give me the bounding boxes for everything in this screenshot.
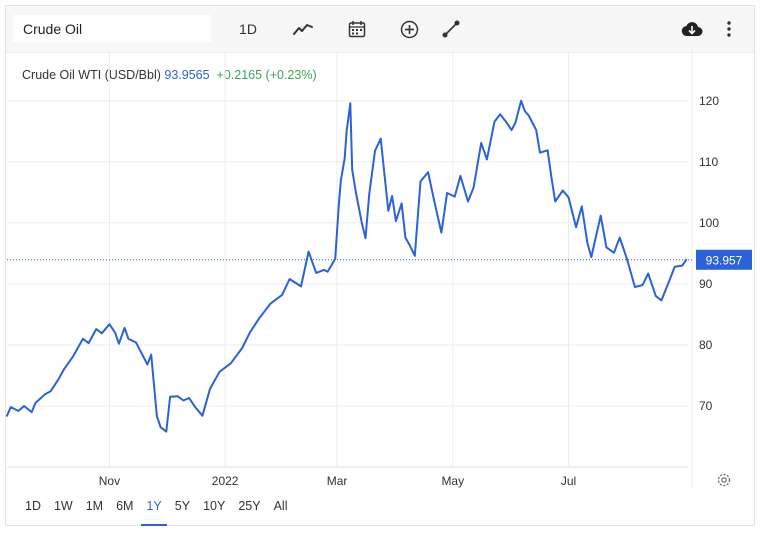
- symbol-search-input[interactable]: [13, 15, 211, 42]
- range-button-6m[interactable]: 6M: [116, 499, 134, 513]
- interval-button[interactable]: 1D: [239, 21, 257, 37]
- x-tick-label: Jul: [561, 474, 576, 488]
- y-tick-label: 100: [699, 216, 719, 230]
- x-tick-label: May: [441, 474, 464, 488]
- y-tick-label: 90: [699, 277, 713, 291]
- line-chart-icon[interactable]: [288, 14, 318, 44]
- price-chart[interactable]: 70 80 90 100 110 120 Nov 2022 Mar May Jul 93.957: [6, 6, 754, 525]
- add-circle-icon[interactable]: [394, 14, 424, 44]
- y-axis: 70 80 90 100 110 120: [699, 94, 719, 413]
- download-cloud-icon[interactable]: [677, 14, 707, 44]
- range-button-10y[interactable]: 10Y: [203, 499, 226, 513]
- x-tick-label: Mar: [327, 474, 348, 488]
- range-button-1d[interactable]: 1D: [25, 499, 41, 513]
- more-vertical-icon[interactable]: [714, 14, 744, 44]
- y-tick-label: 110: [699, 155, 718, 169]
- last-value-badge: [696, 249, 752, 270]
- x-tick-label: Nov: [99, 474, 120, 488]
- plot-area: 93.957: [6, 99, 752, 433]
- chart-grid: [7, 48, 693, 487]
- range-button-1m[interactable]: 1M: [85, 499, 104, 513]
- draw-line-icon[interactable]: [436, 14, 466, 44]
- quote-legend: Crude Oil WTI (USD/Bbl) 93.9565 +0.2165 …: [22, 68, 317, 82]
- range-button-1w[interactable]: 1W: [53, 499, 73, 513]
- last-price: 93.9565: [164, 68, 210, 82]
- range-selector: 1D 1W 1M 6M 1Y 5Y 10Y 25Y All: [20, 498, 295, 526]
- last-value-label: 93.957: [706, 253, 743, 267]
- chart-toolbar: 1D: [6, 6, 754, 53]
- calendar-icon[interactable]: [342, 14, 372, 44]
- range-button-25y[interactable]: 25Y: [238, 499, 261, 513]
- price-change: +0.2165 (+0.23%): [216, 68, 317, 82]
- range-button-1y[interactable]: 1Y: [141, 498, 168, 526]
- x-axis: Nov 2022 Mar May Jul: [99, 474, 576, 488]
- y-tick-label: 80: [699, 338, 713, 352]
- settings-icon[interactable]: [716, 472, 732, 488]
- instrument-name: Crude Oil WTI (USD/Bbl): [22, 68, 161, 82]
- x-tick-label: 2022: [212, 474, 239, 488]
- series-line-crude-oil[interactable]: [6, 99, 688, 433]
- y-tick-label: 70: [699, 399, 713, 413]
- range-button-5y[interactable]: 5Y: [174, 499, 191, 513]
- y-tick-label: 120: [699, 94, 719, 108]
- chart-widget: 1D Crude Oil WTI (USD/Bbl) 93.9565 +0.21…: [5, 5, 755, 526]
- range-button-all[interactable]: All: [273, 499, 288, 513]
